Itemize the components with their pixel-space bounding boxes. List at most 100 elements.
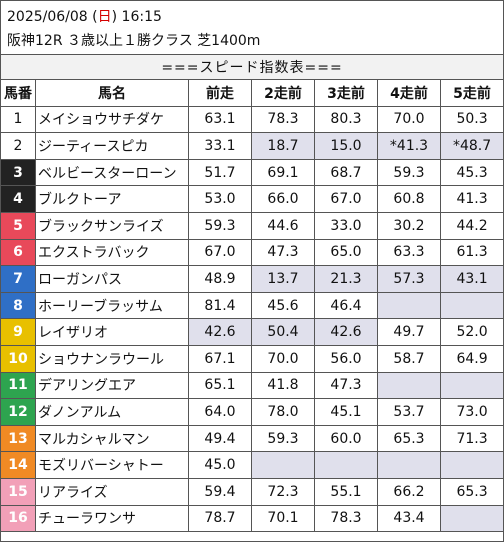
speed-index-cell: 80.3 <box>314 105 378 134</box>
speed-index-cell: 72.3 <box>251 477 315 506</box>
speed-index-cell: 49.7 <box>377 318 441 346</box>
horse-number: 15 <box>0 477 36 506</box>
table-title-row: ===スピード指数表=== <box>0 54 504 80</box>
speed-index-cell: 47.3 <box>251 238 315 267</box>
speed-index-cell: 44.6 <box>251 211 315 240</box>
speed-index-cell: 33.0 <box>314 211 378 240</box>
table-row: 1 メイショウサチダケ 63.1 78.3 80.3 70.0 50.3 <box>0 105 504 134</box>
table-row: 9 レイザリオ 42.6 50.4 42.6 49.7 52.0 <box>0 318 504 346</box>
horse-name: マルカシャルマン <box>35 424 189 453</box>
speed-index-table: ===スピード指数表=== 馬番 馬名 前走 2走前 3走前 4走前 5走前 1… <box>0 54 504 533</box>
speed-index-cell: 78.3 <box>314 504 378 533</box>
speed-index-cell: 59.3 <box>377 158 441 187</box>
horse-number: 1 <box>0 105 36 134</box>
table-row: 10 ショウナンラウール 67.1 70.0 56.0 58.7 64.9 <box>0 344 504 373</box>
speed-index-cell: 52.0 <box>439 318 504 346</box>
speed-index-cell: 41.3 <box>439 185 504 213</box>
speed-index-cell: 78.3 <box>251 105 315 134</box>
table-row: 4 ブルクトーア 53.0 66.0 67.0 60.8 41.3 <box>0 185 504 213</box>
speed-index-cell: 43.4 <box>377 504 441 533</box>
horse-number: 6 <box>0 238 36 267</box>
speed-index-cell: 46.4 <box>314 291 378 320</box>
speed-index-cell <box>439 371 504 400</box>
speed-index-cell: 21.3 <box>314 265 378 293</box>
speed-index-cell: 65.0 <box>314 238 378 267</box>
horse-number: 16 <box>0 504 36 533</box>
speed-index-cell: 66.2 <box>377 477 441 506</box>
horse-number: 10 <box>0 344 36 373</box>
speed-index-cell: 47.3 <box>314 371 378 400</box>
speed-index-cell: 58.7 <box>377 344 441 373</box>
horse-name: ジーティースピカ <box>35 132 189 160</box>
column-header-row: 馬番 馬名 前走 2走前 3走前 4走前 5走前 <box>0 79 504 107</box>
speed-index-cell: 42.6 <box>188 318 252 346</box>
speed-index-cell: 30.2 <box>377 211 441 240</box>
speed-index-cell: 15.0 <box>314 132 378 160</box>
table-row: 13 マルカシャルマン 49.4 59.3 60.0 65.3 71.3 <box>0 424 504 453</box>
speed-index-cell: 48.9 <box>188 265 252 293</box>
horse-name: ブルクトーア <box>35 185 189 213</box>
speed-index-cell: 50.3 <box>439 105 504 134</box>
speed-index-cell: 51.7 <box>188 158 252 187</box>
horse-name: チューラワンサ <box>35 504 189 533</box>
speed-index-cell: *41.3 <box>377 132 441 160</box>
speed-index-cell <box>377 451 441 479</box>
speed-index-cell: 71.3 <box>439 424 504 453</box>
table-row: 14 モズリバーシャトー 45.0 <box>0 451 504 479</box>
speed-index-cell <box>377 291 441 320</box>
table-title: ===スピード指数表=== <box>0 54 504 80</box>
speed-index-cell: 65.3 <box>439 477 504 506</box>
horse-number: 5 <box>0 211 36 240</box>
horse-name: ベルビースターローン <box>35 158 189 187</box>
speed-index-cell <box>251 451 315 479</box>
speed-index-cell: 67.0 <box>188 238 252 267</box>
horse-number: 7 <box>0 265 36 293</box>
speed-index-cell: 65.3 <box>377 424 441 453</box>
day-open: ( <box>87 9 98 25</box>
speed-index-cell: 70.0 <box>377 105 441 134</box>
horse-number: 8 <box>0 291 36 320</box>
speed-index-cell: 49.4 <box>188 424 252 453</box>
horse-number: 4 <box>0 185 36 213</box>
table-row: 3 ベルビースターローン 51.7 69.1 68.7 59.3 45.3 <box>0 158 504 187</box>
horse-number: 14 <box>0 451 36 479</box>
table-row: 7 ローガンパス 48.9 13.7 21.3 57.3 43.1 <box>0 265 504 293</box>
horse-name: ローガンパス <box>35 265 189 293</box>
horse-name: モズリバーシャトー <box>35 451 189 479</box>
speed-index-cell: 45.1 <box>314 398 378 426</box>
speed-index-cell: 56.0 <box>314 344 378 373</box>
speed-index-cell: 66.0 <box>251 185 315 213</box>
speed-index-cell <box>439 451 504 479</box>
speed-index-cell: 53.7 <box>377 398 441 426</box>
col-header-2back: 2走前 <box>251 79 315 107</box>
horse-name: メイショウサチダケ <box>35 105 189 134</box>
speed-index-cell: *48.7 <box>439 132 504 160</box>
horse-name: ショウナンラウール <box>35 344 189 373</box>
speed-index-cell: 55.1 <box>314 477 378 506</box>
speed-index-cell <box>439 504 504 533</box>
speed-index-cell: 70.0 <box>251 344 315 373</box>
speed-index-cell: 18.7 <box>251 132 315 160</box>
horse-number: 11 <box>0 371 36 400</box>
speed-index-cell: 78.0 <box>251 398 315 426</box>
horse-number: 9 <box>0 318 36 346</box>
speed-index-cell <box>439 291 504 320</box>
race-datetime: 2025/06/08 (日) 16:15 <box>7 8 162 26</box>
speed-index-cell: 81.4 <box>188 291 252 320</box>
table-row: 11 デアリングエア 65.1 41.8 47.3 <box>0 371 504 400</box>
speed-index-cell: 73.0 <box>439 398 504 426</box>
horse-name: リアライズ <box>35 477 189 506</box>
col-header-last: 前走 <box>188 79 252 107</box>
table-row: 16 チューラワンサ 78.7 70.1 78.3 43.4 <box>0 504 504 533</box>
table-row: 12 ダノンアルム 64.0 78.0 45.1 53.7 73.0 <box>0 398 504 426</box>
table-row: 5 ブラックサンライズ 59.3 44.6 33.0 30.2 44.2 <box>0 211 504 240</box>
col-header-name: 馬名 <box>35 79 189 107</box>
horse-name: ダノンアルム <box>35 398 189 426</box>
speed-index-cell: 65.1 <box>188 371 252 400</box>
race-time: ) 16:15 <box>111 9 162 25</box>
speed-index-cell: 45.3 <box>439 158 504 187</box>
speed-index-cell: 42.6 <box>314 318 378 346</box>
speed-index-cell: 59.3 <box>188 211 252 240</box>
speed-index-cell: 41.8 <box>251 371 315 400</box>
speed-index-cell: 45.6 <box>251 291 315 320</box>
